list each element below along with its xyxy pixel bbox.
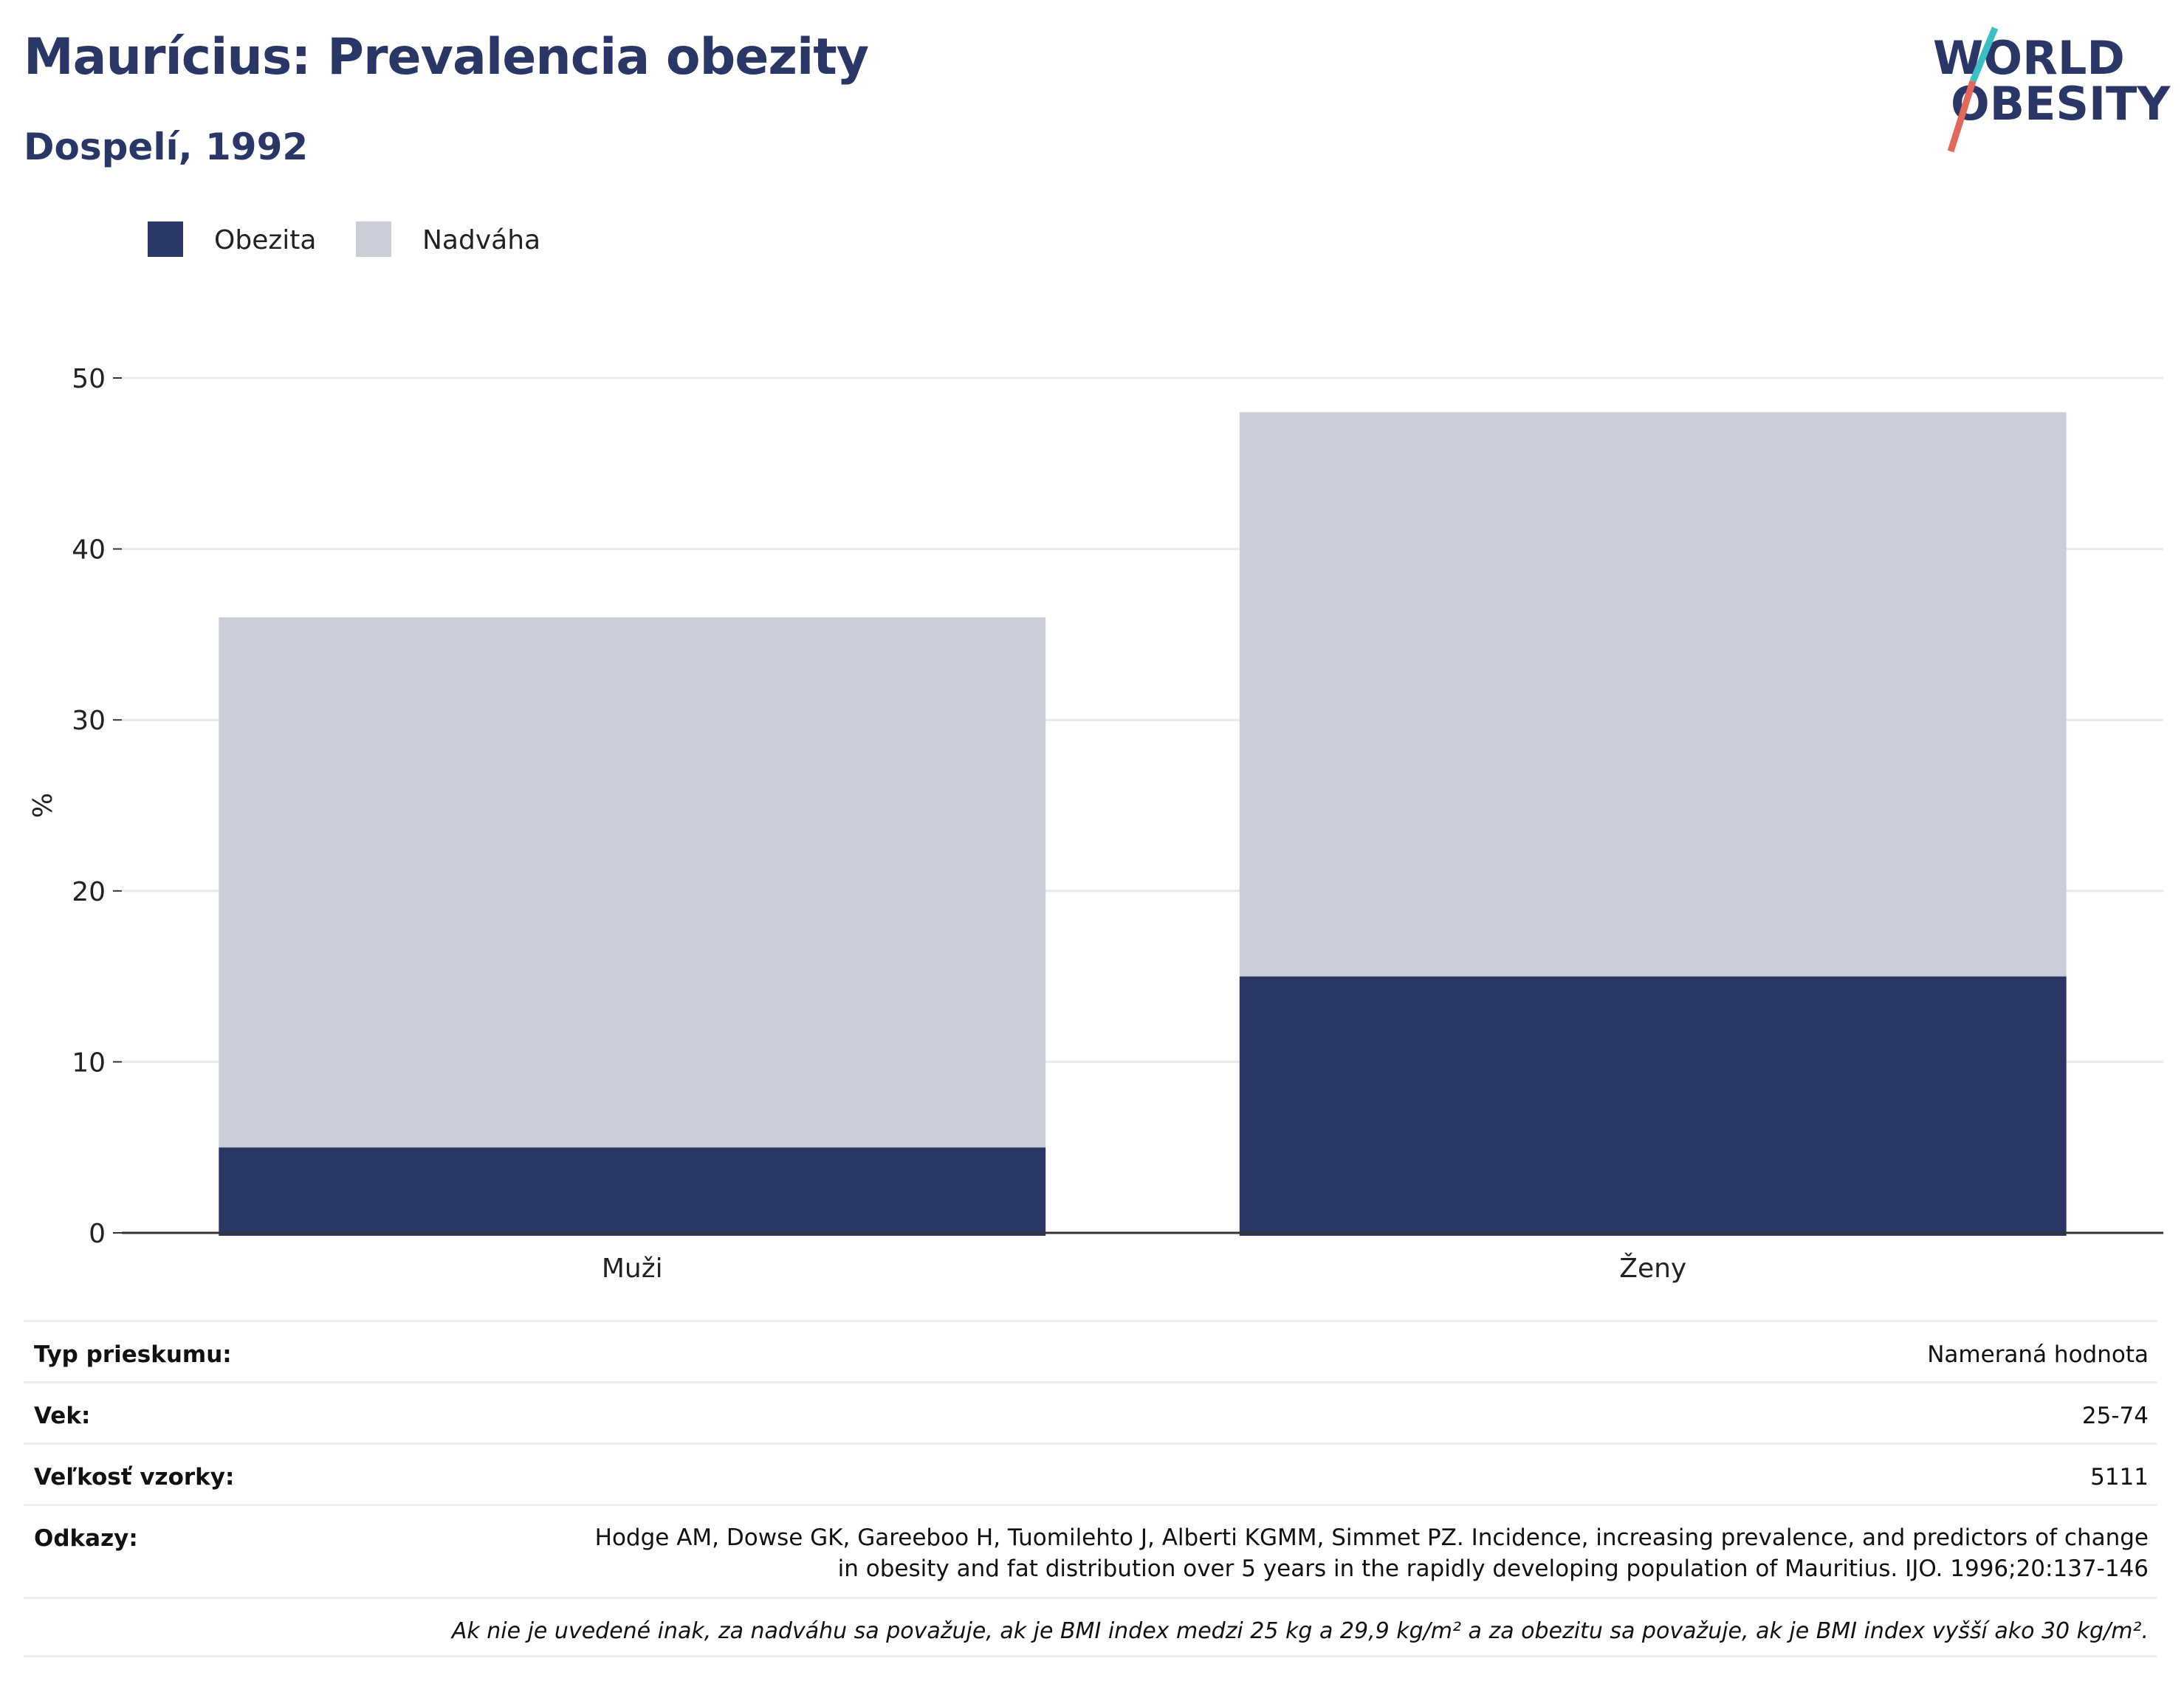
references-line-2: in obesity and fat distribution over 5 y… bbox=[837, 1555, 2149, 1582]
age-label: Vek: bbox=[34, 1403, 91, 1429]
y-tick-label: 20 bbox=[72, 877, 106, 907]
y-tick-label: 10 bbox=[72, 1048, 106, 1078]
age-value: 25-74 bbox=[2081, 1403, 2149, 1429]
references-line-1: Hodge AM, Dowse GK, Gareeboo H, Tuomileh… bbox=[594, 1524, 2149, 1551]
info-row-sample-size: Veľkosť vzorky: 5111 bbox=[24, 1443, 2157, 1504]
bar-nadváha-1 bbox=[1239, 412, 2067, 977]
legend-label-obezita: Obezita bbox=[214, 225, 316, 255]
bars bbox=[219, 412, 2067, 1236]
bar-obezita-0 bbox=[219, 1147, 1046, 1236]
sample-size-label: Veľkosť vzorky: bbox=[34, 1464, 235, 1491]
legend-swatch-obezita bbox=[148, 221, 183, 257]
definition-note: Ak nie je uvedené inak, za nadváhu sa po… bbox=[24, 1597, 2157, 1657]
logo-slash-coral bbox=[1947, 80, 1977, 153]
legend: Obezita Nadváha bbox=[148, 221, 540, 257]
bar-obezita-1 bbox=[1239, 976, 2067, 1236]
info-row-survey-type: Typ prieskumu: Nameraná hodnota bbox=[24, 1320, 2157, 1381]
legend-swatch-nadváha bbox=[356, 221, 391, 257]
info-row-references: Odkazy: Hodge AM, Dowse GK, Gareeboo H, … bbox=[24, 1504, 2157, 1597]
chart-area: Obezita Nadváha 0 10 20 30 40 50 Muži Ženy % bbox=[28, 221, 2163, 1284]
y-tick-label: 0 bbox=[89, 1219, 106, 1249]
references-value: Hodge AM, Dowse GK, Gareeboo H, Tuomileh… bbox=[450, 1522, 2149, 1584]
x-tick-label: Muži bbox=[602, 1254, 663, 1284]
x-tick-label: Ženy bbox=[1619, 1253, 1686, 1284]
y-tick-label: 40 bbox=[72, 535, 106, 565]
references-label: Odkazy: bbox=[34, 1525, 138, 1552]
y-axis-label: % bbox=[28, 793, 58, 818]
x-axis-ticks: Muži Ženy bbox=[602, 1253, 1686, 1284]
y-axis-ticks: 0 10 20 30 40 50 bbox=[72, 364, 122, 1249]
info-table: Typ prieskumu: Nameraná hodnota Vek: 25-… bbox=[24, 1320, 2157, 1657]
info-row-age: Vek: 25-74 bbox=[24, 1381, 2157, 1443]
logo-text-world: WORLD bbox=[1933, 31, 2125, 85]
legend-label-nadváha: Nadváha bbox=[422, 225, 540, 255]
chart-title: Maurícius: Prevalencia obezity bbox=[24, 28, 869, 86]
survey-type-label: Typ prieskumu: bbox=[34, 1341, 232, 1368]
world-obesity-logo: WORLD OBESITY bbox=[1933, 27, 2171, 153]
survey-type-value: Nameraná hodnota bbox=[1927, 1341, 2149, 1368]
logo-text-obesity: OBESITY bbox=[1951, 77, 2171, 131]
sample-size-value: 5111 bbox=[2090, 1464, 2149, 1491]
y-tick-label: 30 bbox=[72, 706, 106, 736]
chart-subtitle: Dospelí, 1992 bbox=[24, 126, 309, 168]
bar-nadváha-0 bbox=[219, 617, 1046, 1148]
logo-slash-teal bbox=[1969, 27, 1999, 83]
y-tick-label: 50 bbox=[72, 364, 106, 394]
